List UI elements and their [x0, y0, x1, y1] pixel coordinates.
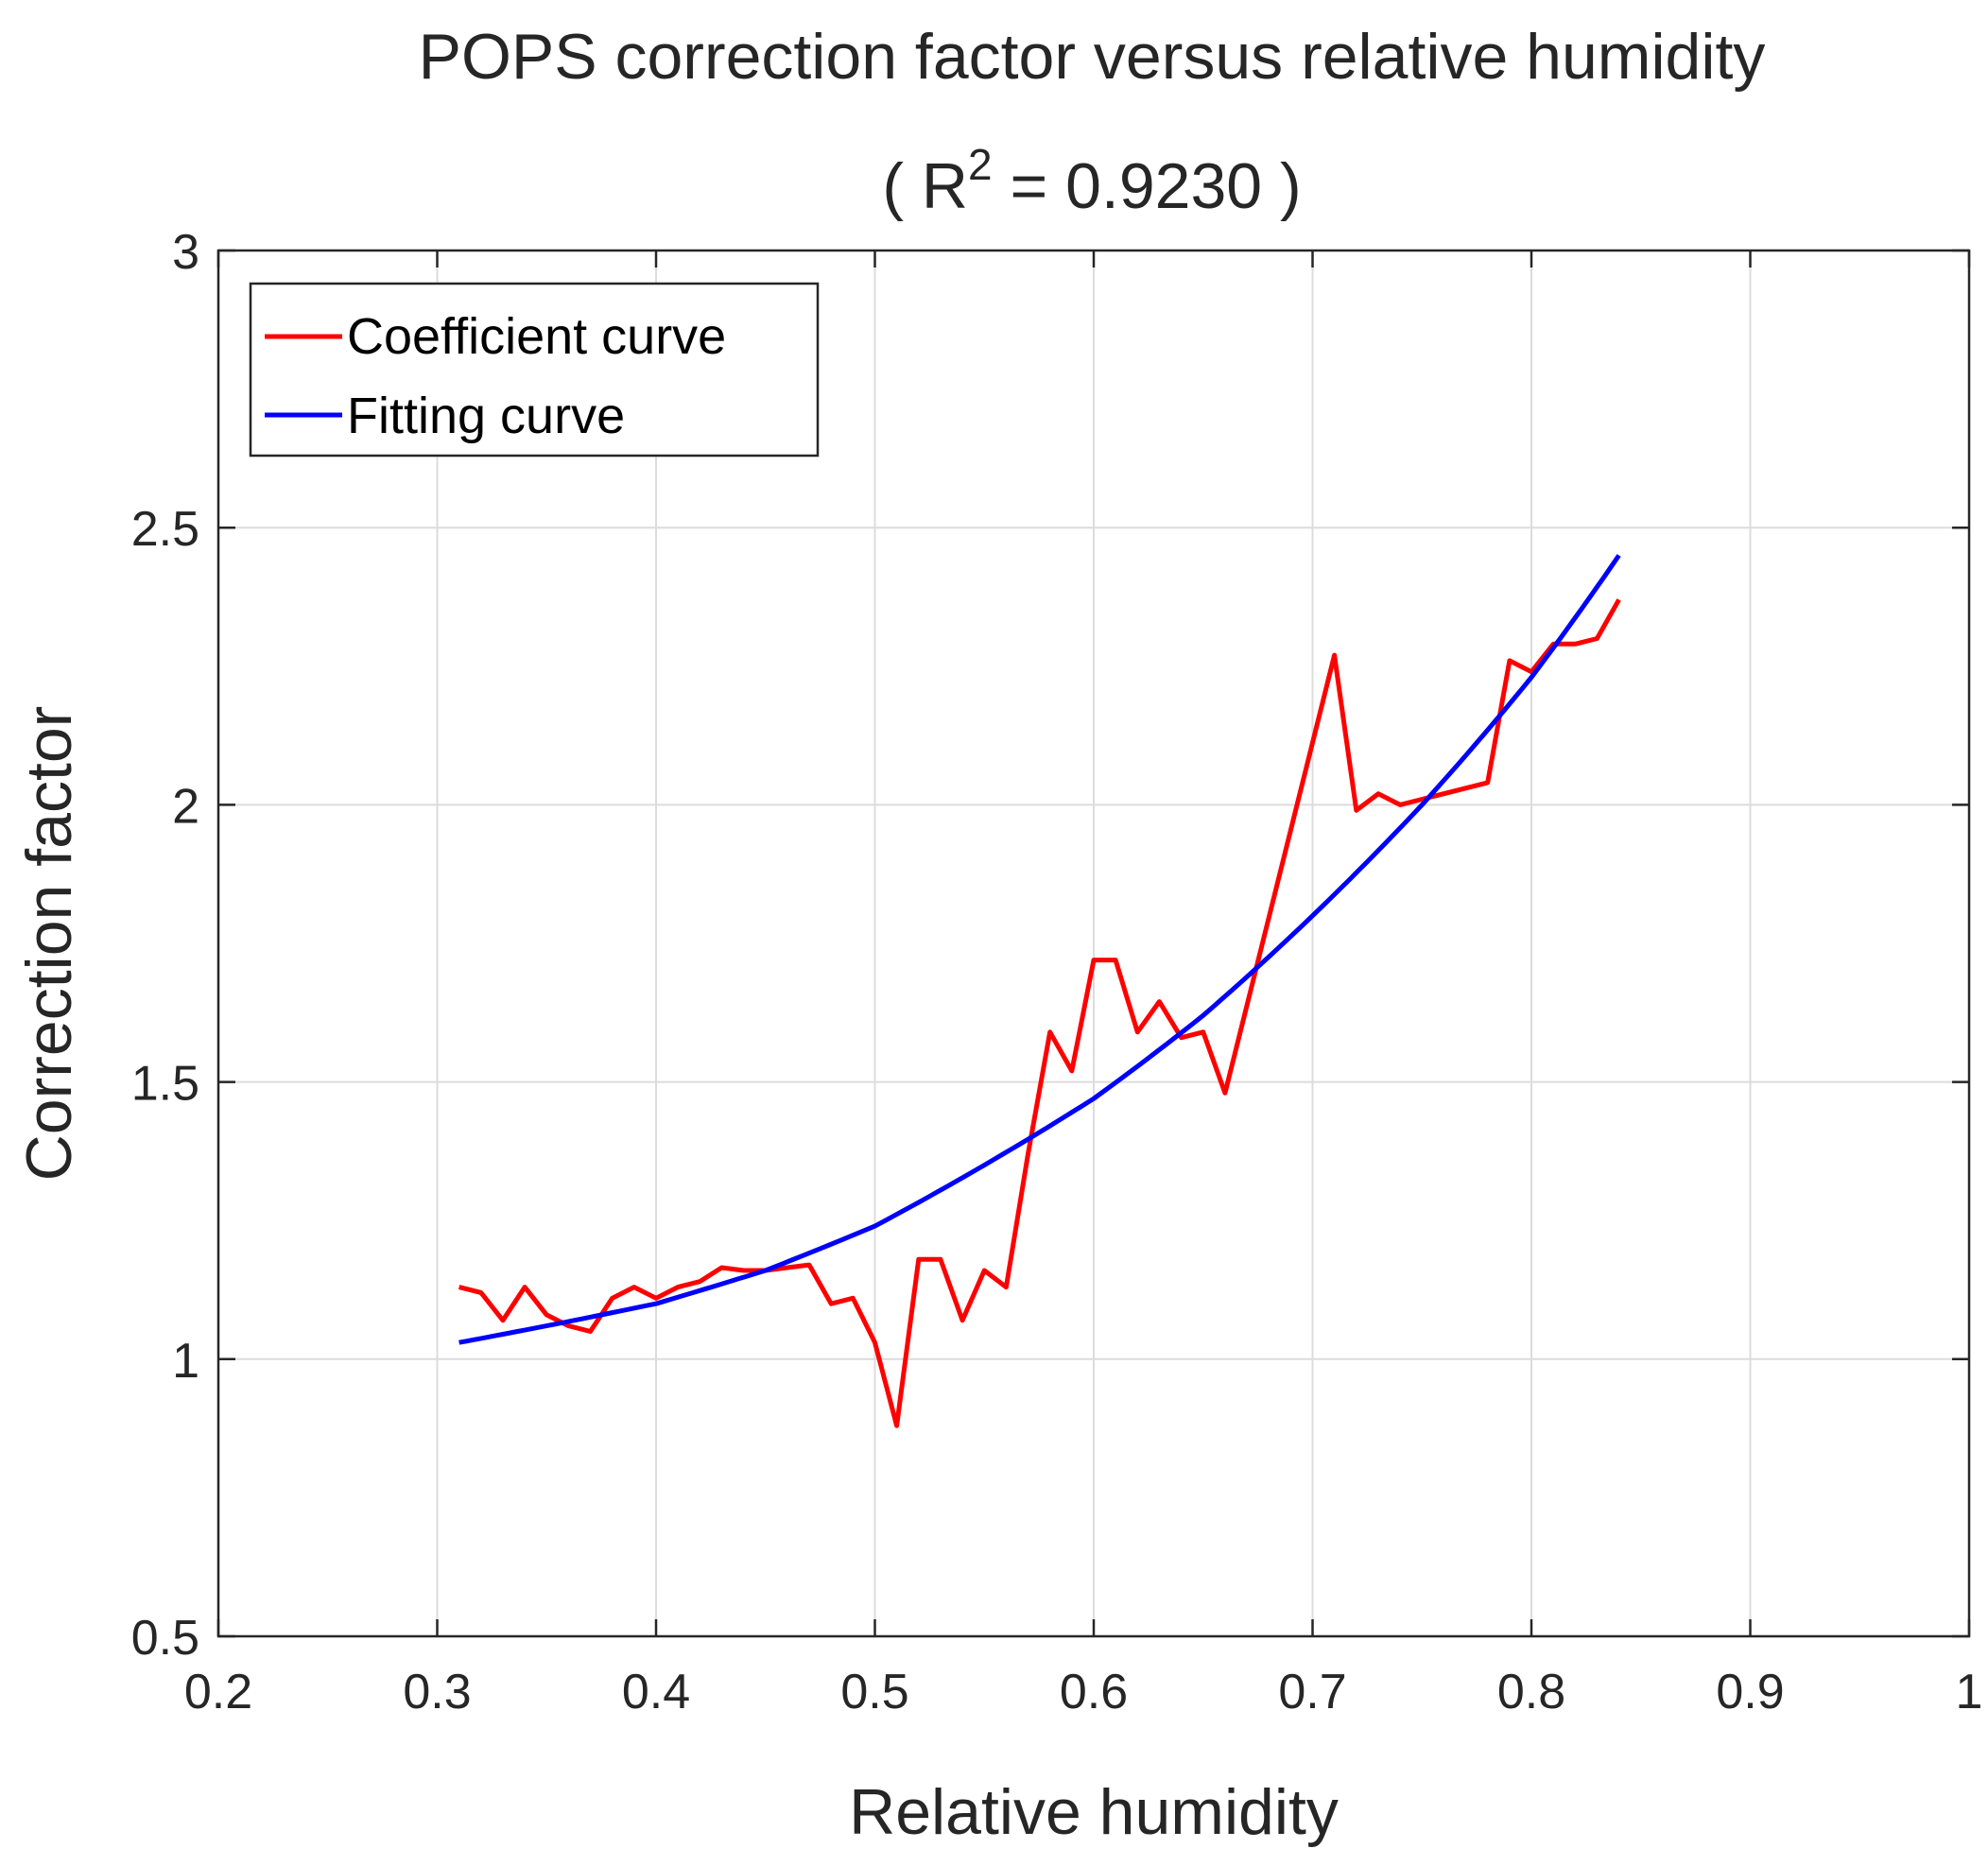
coefficient-curve-line	[458, 598, 1621, 1428]
x-tick-label: 0.2	[184, 1665, 252, 1719]
grid-layer	[218, 251, 1969, 1636]
subtitle-superscript: 2	[968, 140, 993, 189]
subtitle-suffix: = 0.9230 )	[993, 150, 1302, 222]
y-tick-label: 3	[172, 225, 199, 280]
y-tick-label: 0.5	[131, 1611, 199, 1666]
legend-box	[249, 282, 820, 458]
x-tick-label: 0.7	[1278, 1665, 1346, 1719]
x-tick-label: 0.6	[1060, 1665, 1128, 1719]
x-tick-label: 1	[1956, 1665, 1983, 1719]
y-tick-label: 1.5	[131, 1057, 199, 1112]
series-layer	[458, 554, 1621, 1428]
y-tick-label: 2	[172, 779, 199, 834]
y-tick-label: 1	[172, 1334, 199, 1389]
x-axis-label: Relative humidity	[849, 1776, 1339, 1848]
y-axis-label: Correction factor	[13, 706, 85, 1182]
chart-title: POPS correction factor versus relative h…	[419, 21, 1766, 93]
y-tick-label: 2.5	[131, 502, 199, 557]
legend: Coefficient curve Fitting curve	[249, 282, 820, 458]
legend-label-coefficient: Coefficient curve	[347, 308, 726, 365]
tick-layer: 0.2 0.3 0.4 0.5 0.6 0.7 0.8 0.9 1 0.5 1 1.5 2 2.5 3	[131, 225, 1983, 1719]
x-tick-label: 0.5	[840, 1665, 908, 1719]
subtitle-prefix: ( R	[882, 150, 968, 222]
x-tick-label: 0.4	[622, 1665, 690, 1719]
legend-label-fitting: Fitting curve	[347, 388, 625, 444]
fitting-curve-line	[458, 554, 1621, 1345]
x-tick-label: 0.3	[403, 1665, 471, 1719]
chart-subtitle: ( R2 = 0.9230 )	[882, 140, 1301, 222]
x-tick-label: 0.9	[1716, 1665, 1784, 1719]
x-tick-label: 0.8	[1497, 1665, 1565, 1719]
